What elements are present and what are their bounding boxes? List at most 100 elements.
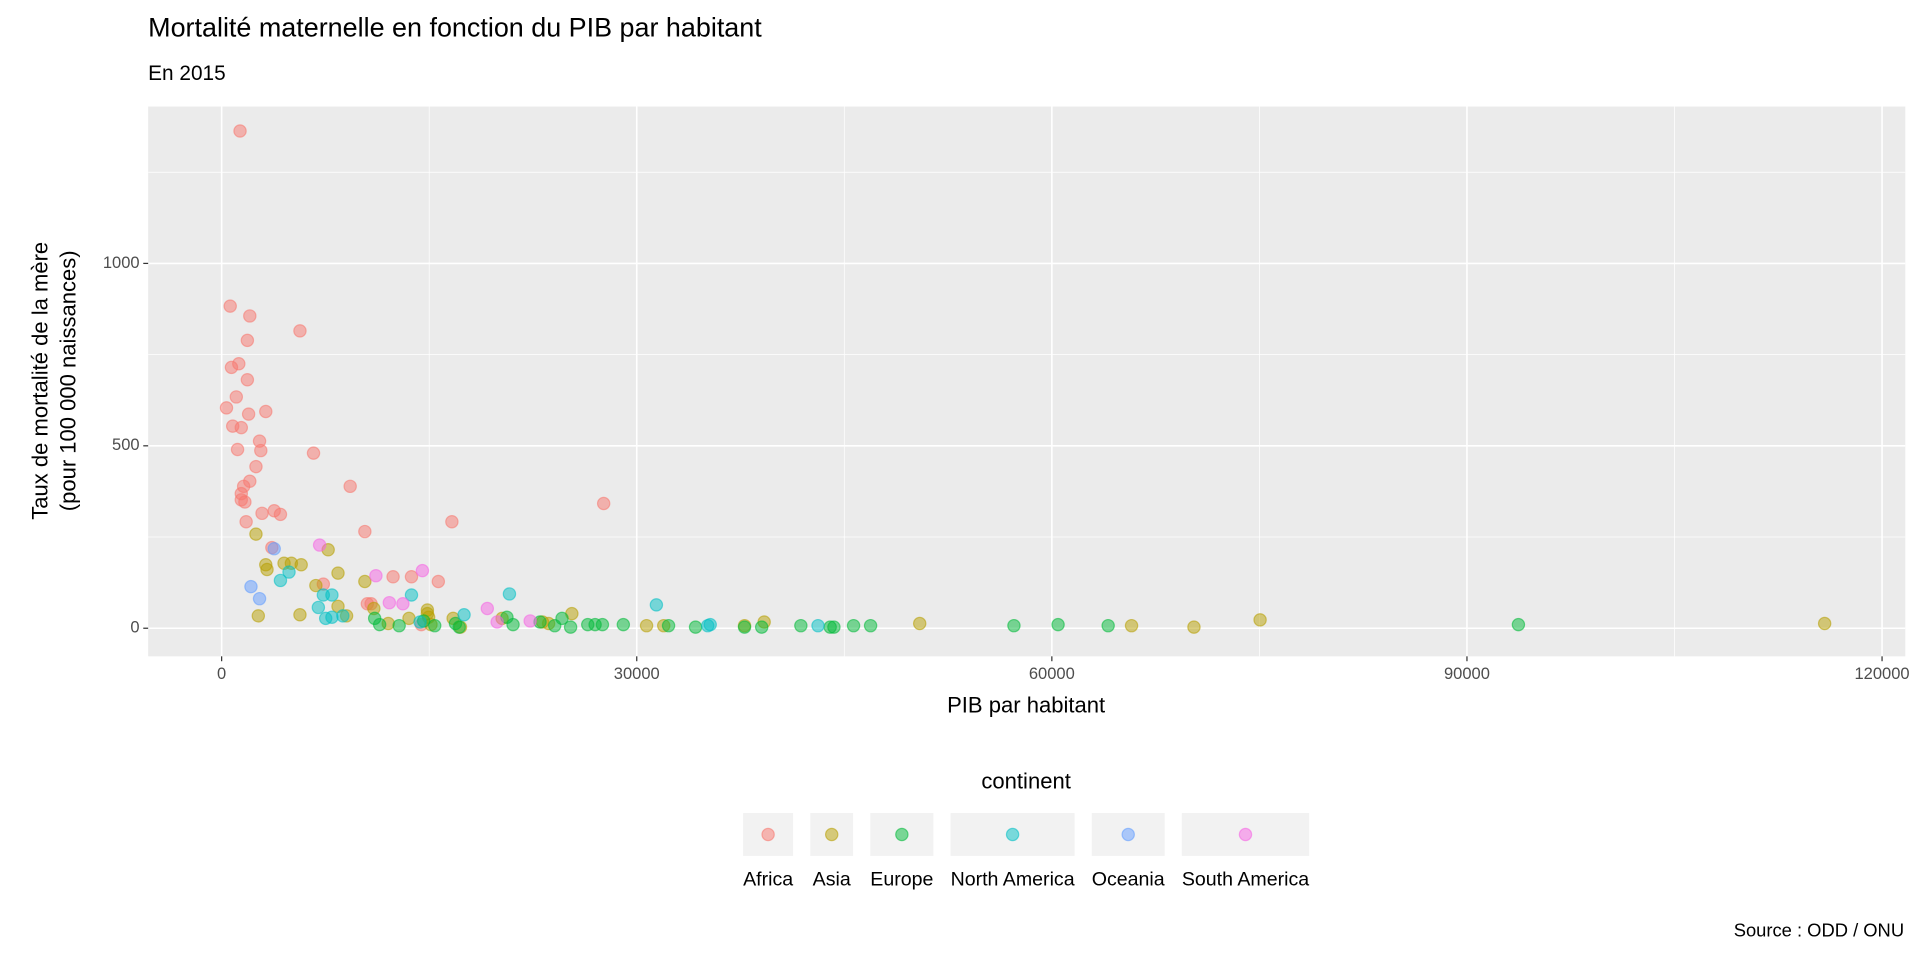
- data-point: [252, 591, 267, 606]
- data-point: [413, 615, 427, 629]
- legend: Africa Asia Europe North America Oceania Sout…: [743, 813, 1309, 891]
- chart-subtitle: En 2015: [148, 62, 225, 85]
- legend-label: South America: [1182, 869, 1309, 891]
- data-point: [846, 618, 861, 633]
- y-tick-label: 500: [112, 435, 140, 454]
- data-point: [392, 618, 406, 633]
- data-point: [249, 459, 263, 474]
- data-point: [506, 617, 520, 632]
- x-tick-label: 60000: [1029, 664, 1075, 683]
- data-point: [273, 507, 288, 522]
- data-point: [306, 446, 321, 460]
- data-point: [234, 420, 249, 435]
- data-point: [404, 588, 419, 602]
- data-point: [382, 595, 397, 610]
- data-point: [480, 601, 495, 616]
- y-tick-label: 0: [130, 618, 139, 637]
- legend-symbol: [761, 827, 775, 842]
- y-axis-title: (pour 100 000 naissances): [56, 250, 81, 511]
- data-point: [255, 506, 269, 521]
- data-point: [331, 566, 345, 580]
- data-point: [309, 578, 323, 593]
- data-point: [240, 373, 255, 387]
- data-point: [754, 620, 769, 634]
- legend-symbol: [1005, 827, 1020, 842]
- x-tick-label: 90000: [1444, 664, 1490, 683]
- data-point: [523, 614, 537, 628]
- legend-symbol: [1121, 827, 1135, 842]
- caption: Source : ODD / ONU: [1734, 920, 1904, 941]
- plot-area: [148, 106, 1906, 657]
- data-point: [243, 309, 257, 323]
- data-point: [311, 600, 326, 615]
- data-point: [343, 479, 357, 494]
- data-point: [555, 611, 569, 626]
- data-point: [1124, 618, 1139, 633]
- data-point: [1101, 618, 1115, 633]
- data-point: [241, 407, 256, 421]
- legend-symbol: [895, 827, 909, 842]
- x-tick-label: 30000: [614, 664, 660, 683]
- data-point: [427, 618, 442, 633]
- data-point: [502, 587, 517, 601]
- data-point: [649, 598, 664, 612]
- data-point: [700, 618, 715, 633]
- data-point: [688, 620, 703, 634]
- data-point: [238, 495, 252, 509]
- data-point: [415, 563, 430, 578]
- data-point: [737, 620, 752, 634]
- data-point: [233, 124, 247, 138]
- data-point: [282, 565, 296, 579]
- data-point: [239, 514, 253, 529]
- data-point: [358, 574, 372, 589]
- data-point: [293, 324, 307, 338]
- data-point: [811, 618, 825, 633]
- legend-label: Oceania: [1092, 869, 1165, 891]
- y-axis-title: Taux de mortalité de la mère: [27, 242, 52, 520]
- data-point: [1511, 617, 1526, 632]
- data-point: [230, 442, 245, 457]
- data-point: [244, 579, 258, 594]
- data-point: [445, 514, 459, 529]
- data-point: [293, 608, 307, 622]
- legend-label: North America: [951, 869, 1075, 891]
- data-point: [794, 618, 808, 633]
- data-point: [294, 558, 308, 572]
- legend-label: Africa: [743, 869, 793, 891]
- data-point: [267, 541, 281, 556]
- data-point: [1253, 613, 1267, 627]
- data-point: [639, 618, 654, 633]
- data-point: [596, 496, 611, 511]
- data-point: [259, 404, 273, 419]
- legend-symbol: [1238, 827, 1253, 842]
- data-point: [254, 443, 268, 458]
- legend-label: Asia: [813, 869, 851, 891]
- x-axis-title: PIB par habitant: [947, 692, 1105, 717]
- data-point: [452, 620, 466, 634]
- x-tick-label: 120000: [1854, 664, 1909, 683]
- data-point: [273, 573, 288, 588]
- data-point: [1187, 620, 1201, 634]
- data-point: [358, 524, 372, 539]
- data-point: [616, 617, 631, 632]
- data-point: [661, 618, 676, 633]
- data-point: [563, 620, 578, 634]
- data-point: [1051, 617, 1065, 632]
- data-point: [251, 609, 266, 623]
- data-point: [490, 615, 504, 629]
- data-point: [1007, 618, 1021, 633]
- chart-title: Mortalité maternelle en fonction du PIB …: [148, 12, 762, 42]
- data-point: [372, 617, 387, 632]
- data-point: [325, 610, 339, 625]
- data-point: [595, 617, 610, 632]
- legend-title: continent: [981, 768, 1070, 793]
- data-point: [912, 616, 927, 631]
- y-tick-label: 1000: [103, 253, 140, 272]
- data-point: [827, 620, 841, 634]
- data-point: [260, 562, 274, 577]
- legend-symbol: [824, 827, 839, 842]
- data-point: [219, 401, 234, 415]
- data-point: [1817, 616, 1832, 631]
- panel-background: [148, 106, 1906, 657]
